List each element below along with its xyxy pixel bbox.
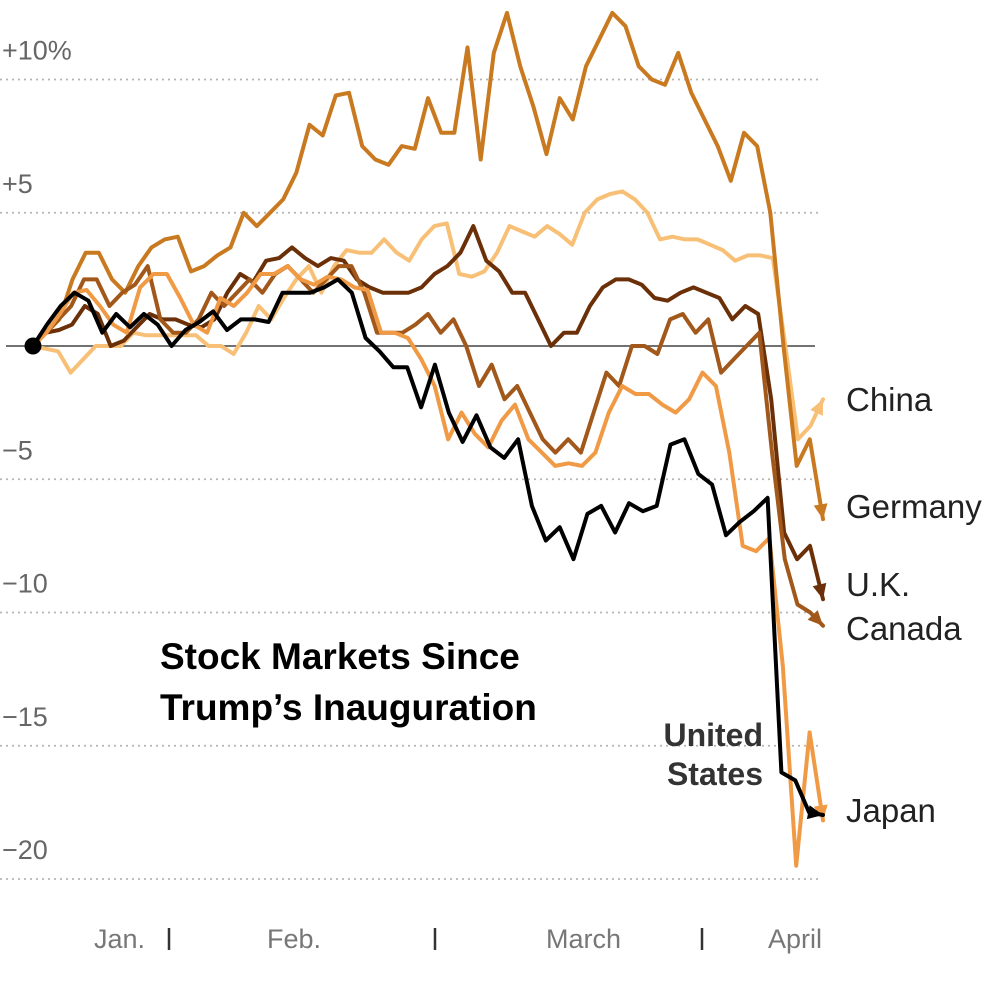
start-dot [24, 337, 42, 355]
chart-title: Stock Markets Since Trump’s Inauguration [160, 636, 537, 728]
arrowhead [812, 582, 827, 600]
x-label-feb: Feb. [267, 924, 321, 954]
y-tick-label: −10 [2, 569, 48, 599]
series-labels: China Germany U.K. Canada Japan United S… [663, 381, 982, 829]
arrowhead [810, 399, 823, 416]
label-germany: Germany [846, 488, 982, 525]
arrowhead [813, 804, 828, 821]
y-tick-label: +10% [2, 36, 72, 66]
series-line-u-k [31, 224, 825, 602]
x-label-march: March [546, 924, 621, 954]
label-uk: U.K. [846, 566, 910, 603]
arrowhead [813, 503, 828, 520]
arrowhead [807, 610, 823, 626]
arrowhead [806, 805, 823, 820]
x-axis: Jan. Feb. March April [94, 924, 822, 954]
series-line-canada [31, 264, 825, 628]
y-axis-tick-labels: +10% +5 −5 −10 −15 −20 [2, 36, 72, 866]
x-label-april: April [768, 924, 822, 954]
series-line-japan [31, 264, 825, 868]
label-united-states-line1: United [663, 717, 763, 753]
series-lines [31, 10, 828, 868]
y-tick-label: −20 [2, 835, 48, 865]
y-tick-label: −5 [2, 435, 33, 465]
label-united-states-line2: States [667, 756, 763, 792]
series-line-united-states [31, 277, 825, 817]
title-line-2: Trump’s Inauguration [160, 687, 537, 728]
label-china: China [846, 381, 933, 418]
y-tick-label: +5 [2, 169, 33, 199]
x-label-jan: Jan. [94, 924, 145, 954]
y-tick-label: −15 [2, 702, 48, 732]
label-japan: Japan [846, 792, 936, 829]
series-line-germany [31, 10, 825, 522]
title-line-1: Stock Markets Since [160, 636, 520, 677]
label-canada: Canada [846, 610, 962, 647]
